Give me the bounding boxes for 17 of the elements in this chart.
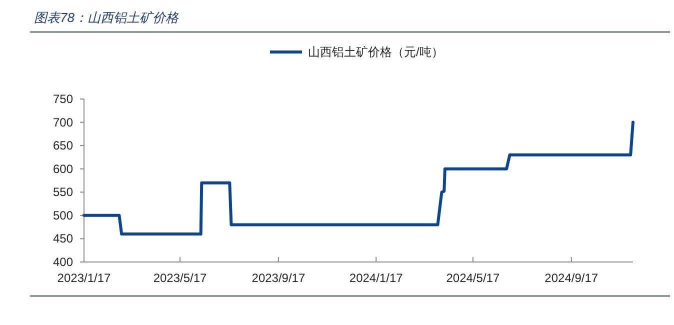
y-tick-label: 650 (52, 138, 74, 153)
y-tick-label: 600 (52, 162, 74, 176)
y-tick-label: 450 (52, 232, 74, 246)
y-tick-label: 500 (52, 208, 74, 222)
x-tick-label: 2024/9/17 (544, 271, 598, 285)
line-series (82, 120, 634, 236)
x-tick-label: 2023/1/17 (57, 271, 112, 285)
chart-title: 图表78：山西铝土矿价格 (34, 10, 180, 25)
y-tick-label: 550 (52, 185, 74, 200)
x-tick-label: 2024/1/17 (349, 271, 404, 285)
y-tick-label: 400 (52, 255, 74, 269)
x-tick-label: 2023/9/17 (252, 271, 306, 285)
x-tick-label: 2024/5/17 (446, 271, 500, 285)
y-tick-label: 700 (52, 115, 74, 130)
y-tick-label: 750 (52, 92, 74, 106)
x-tick-label: 2023/5/17 (153, 271, 208, 285)
legend-label: 山西铝土矿价格（元/吨） (308, 45, 444, 59)
